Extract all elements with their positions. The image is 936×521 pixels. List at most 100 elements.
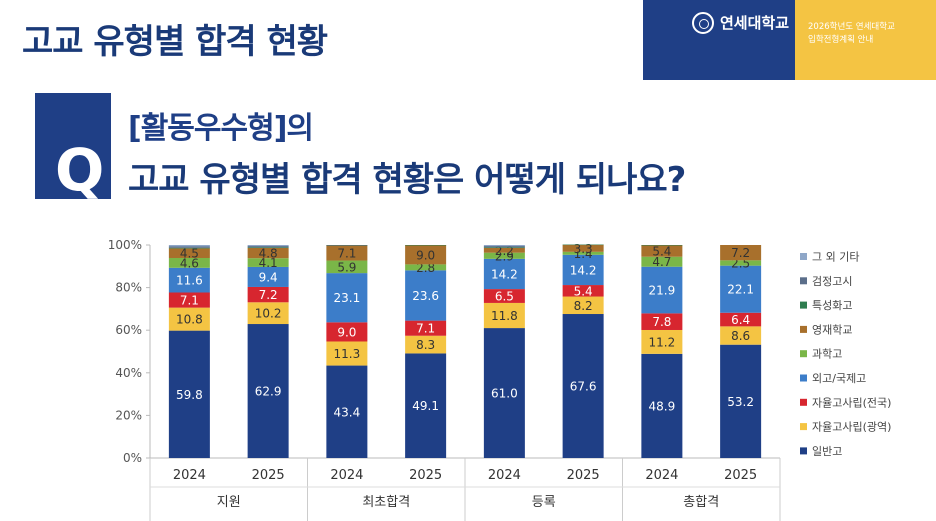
page-title: 고교 유형별 합격 현황 bbox=[22, 22, 328, 62]
question-line-1: [활동우수형]의 bbox=[128, 111, 314, 146]
bar-segment bbox=[405, 270, 447, 321]
bar-data-label: 11.8 bbox=[491, 309, 518, 323]
y-tick-label: 100% bbox=[108, 238, 142, 252]
bar-segment bbox=[247, 247, 289, 248]
bar-data-label: 5.4 bbox=[574, 284, 593, 298]
bar-data-label: 2.9 bbox=[495, 249, 514, 263]
bar-segment bbox=[168, 257, 210, 268]
legend-label: 검정고시 bbox=[812, 275, 852, 288]
y-tick-label: 60% bbox=[115, 323, 142, 337]
bar-data-label: 67.6 bbox=[570, 380, 597, 394]
bar-data-label: 3.3 bbox=[574, 242, 593, 256]
bar-data-label: 9.0 bbox=[416, 248, 435, 262]
bar-segment bbox=[483, 252, 525, 259]
bar-segment bbox=[641, 266, 683, 314]
bar-data-label: 7.1 bbox=[180, 294, 199, 308]
bar-segment bbox=[483, 289, 525, 303]
bar-segment bbox=[247, 247, 289, 259]
legend-swatch bbox=[800, 447, 807, 455]
legend-swatch bbox=[800, 301, 807, 309]
bar-data-label: 10.8 bbox=[176, 313, 203, 327]
bar-segment bbox=[483, 247, 525, 253]
university-seal-icon bbox=[692, 12, 714, 34]
bar-data-label: 11.3 bbox=[334, 347, 361, 361]
bar-segment bbox=[405, 264, 447, 271]
bar-data-label: 5.4 bbox=[652, 244, 671, 258]
bar-segment bbox=[641, 245, 683, 257]
bar-segment bbox=[483, 302, 525, 329]
bar-segment bbox=[562, 314, 604, 458]
x-group-label: 최초합격 bbox=[362, 495, 410, 510]
y-tick-label: 20% bbox=[115, 408, 142, 422]
bar-segment bbox=[720, 265, 762, 313]
bar-data-label: 10.2 bbox=[255, 307, 282, 321]
legend-label: 그 외 기타 bbox=[812, 251, 859, 264]
bar-data-label: 59.8 bbox=[176, 388, 203, 402]
bar-segment bbox=[720, 245, 762, 261]
legend-label: 특성화고 bbox=[812, 299, 852, 312]
legend-label: 영재학교 bbox=[812, 323, 852, 336]
bar-segment bbox=[168, 267, 210, 293]
bar-data-label: 11.6 bbox=[176, 274, 203, 288]
legend-swatch bbox=[800, 277, 807, 285]
legend-swatch bbox=[800, 325, 807, 333]
x-category-label: 2024 bbox=[330, 468, 363, 483]
brand-subtitle-line1: 2026학년도 연세대학교 bbox=[808, 22, 895, 32]
legend-label: 외고/국제고 bbox=[812, 372, 866, 385]
x-category-label: 2025 bbox=[567, 468, 600, 483]
bar-data-label: 7.1 bbox=[337, 246, 356, 260]
bar-segment bbox=[405, 245, 447, 246]
bar-segment bbox=[562, 244, 604, 246]
bar-segment bbox=[562, 296, 604, 315]
legend-swatch bbox=[800, 423, 807, 431]
bar-segment bbox=[247, 324, 289, 458]
brand-subtitle-line2: 입학전형계획 안내 bbox=[808, 35, 874, 45]
bar-segment bbox=[168, 248, 210, 258]
bar-data-label: 7.1 bbox=[416, 322, 435, 336]
legend-swatch bbox=[800, 350, 807, 358]
bar-segment bbox=[720, 260, 762, 266]
bar-segment bbox=[641, 256, 683, 267]
bar-data-label: 4.1 bbox=[259, 256, 278, 270]
x-category-label: 2025 bbox=[724, 468, 757, 483]
bar-data-label: 61.0 bbox=[491, 387, 518, 401]
bar-data-label: 23.6 bbox=[412, 289, 439, 303]
x-category-label: 2024 bbox=[488, 468, 521, 483]
bar-segment bbox=[720, 312, 762, 327]
bar-segment bbox=[562, 285, 604, 297]
brand-name: 연세대학교 bbox=[720, 14, 790, 32]
bar-segment bbox=[326, 260, 368, 274]
bar-data-label: 8.6 bbox=[731, 329, 750, 343]
bar-data-label: 21.9 bbox=[649, 284, 676, 298]
bar-data-label: 11.2 bbox=[649, 335, 676, 349]
question-marker-letter: Q bbox=[55, 136, 105, 204]
bar-segment bbox=[168, 245, 210, 247]
bar-data-label: 9.0 bbox=[337, 325, 356, 339]
bar-segment bbox=[483, 328, 525, 458]
bar-segment bbox=[562, 251, 604, 255]
bar-data-label: 6.5 bbox=[495, 290, 514, 304]
bar-data-label: 7.8 bbox=[652, 315, 671, 329]
x-group-label: 총합격 bbox=[683, 495, 719, 510]
bar-data-label: 4.5 bbox=[180, 247, 199, 261]
bar-segment bbox=[326, 245, 368, 246]
question-line-2: 고교 유형별 합격 현황은 어떻게 되나요? bbox=[128, 160, 686, 200]
bar-segment bbox=[168, 292, 210, 308]
bar-data-label: 8.3 bbox=[416, 338, 435, 352]
bar-segment bbox=[641, 329, 683, 354]
y-tick-label: 40% bbox=[115, 366, 142, 380]
legend-label: 일반고 bbox=[812, 444, 842, 458]
bar-data-label: 6.4 bbox=[731, 313, 750, 327]
bar-segment bbox=[405, 320, 447, 336]
bar-segment bbox=[641, 245, 683, 246]
x-category-label: 2025 bbox=[252, 468, 285, 483]
bar-segment bbox=[562, 244, 604, 252]
bar-segment bbox=[168, 247, 210, 249]
x-group-label: 지원 bbox=[217, 495, 241, 510]
bar-segment bbox=[405, 245, 447, 265]
bar-data-label: 22.1 bbox=[727, 283, 754, 297]
bar-segment bbox=[247, 302, 289, 325]
bar-segment bbox=[326, 341, 368, 366]
x-group-label: 등록 bbox=[532, 495, 556, 510]
bar-segment bbox=[483, 246, 525, 248]
